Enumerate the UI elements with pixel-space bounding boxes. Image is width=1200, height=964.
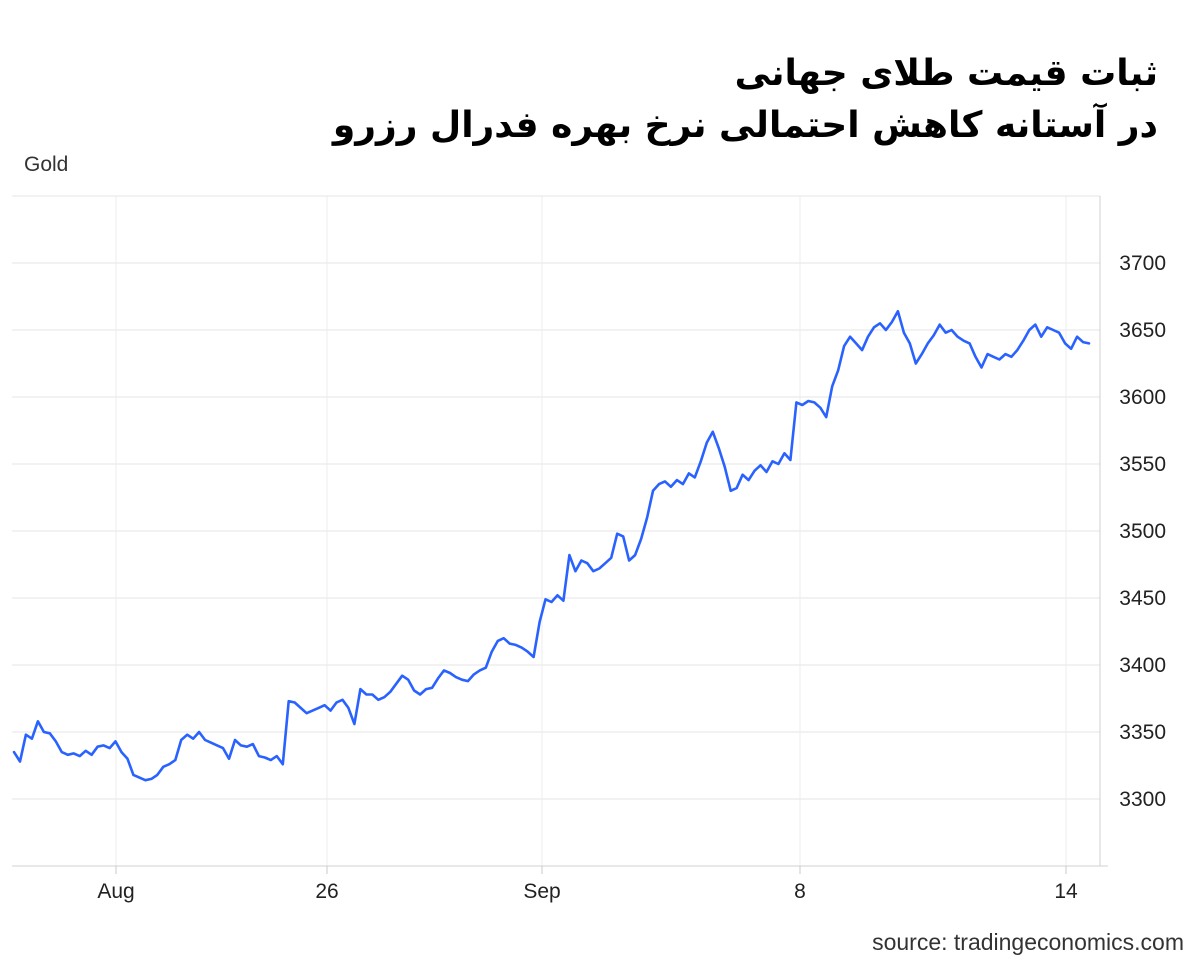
x-tick-label: 8 <box>794 880 806 903</box>
gold-price-line <box>12 309 1091 782</box>
series-layer <box>12 309 1091 782</box>
y-tick-label: 3550 <box>1119 453 1166 476</box>
x-tick-label: 26 <box>315 880 338 903</box>
source-note: source: tradingeconomics.com <box>872 929 1184 955</box>
x-tick-label: 14 <box>1054 880 1078 903</box>
chart-title-line-2: در آستانه کاهش احتمالی نرخ بهره فدرال رز… <box>332 105 1158 146</box>
y-tick-label: 3650 <box>1119 319 1166 342</box>
y-tick-label: 3300 <box>1119 788 1166 811</box>
y-axis-title: Gold <box>24 153 68 176</box>
chart-title-line-1: ثبات قیمت طلای جهانی <box>734 53 1158 94</box>
y-tick-label: 3600 <box>1119 386 1166 409</box>
x-tick-label: Sep <box>523 880 560 903</box>
grid <box>12 195 1100 866</box>
chart-title: ثبات قیمت طلای جهانی در آستانه کاهش احتم… <box>258 48 1158 152</box>
x-tick-label: Aug <box>97 880 134 903</box>
y-tick-label: 3450 <box>1119 587 1166 610</box>
y-tick-label: 3700 <box>1119 252 1166 275</box>
y-tick-label: 3500 <box>1119 520 1166 543</box>
y-tick-label: 3350 <box>1119 721 1166 744</box>
axes: 3300 3350 3400 3450 3500 3550 3600 3650 3700 Aug 2… <box>12 196 1166 903</box>
y-tick-label: 3400 <box>1119 654 1166 677</box>
